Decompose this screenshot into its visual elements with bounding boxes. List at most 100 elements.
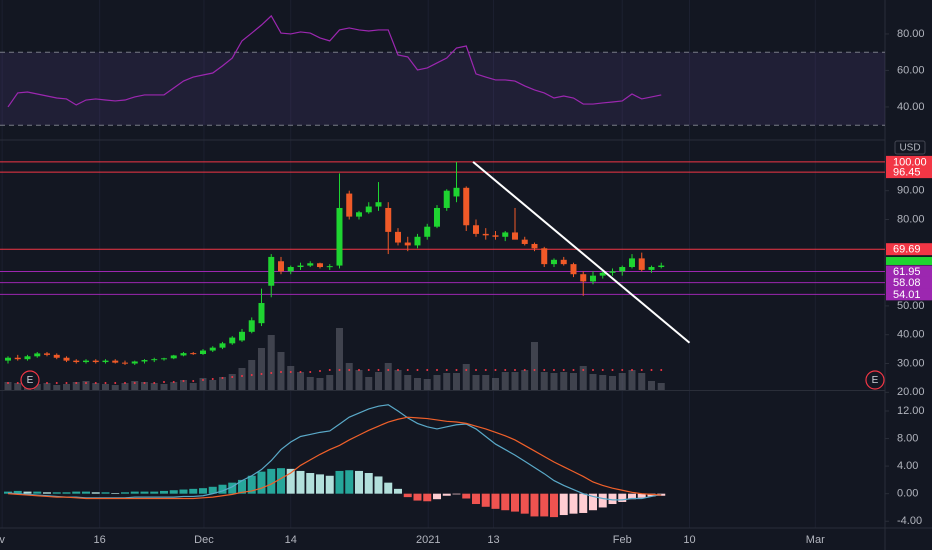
histogram-bar: [549, 493, 558, 518]
volume-bar: [599, 375, 607, 390]
volume-ma-dot: [543, 369, 546, 371]
histogram-bar: [471, 493, 480, 505]
histogram-bar: [530, 493, 539, 517]
candle-body: [180, 353, 187, 356]
volume-bar: [179, 380, 187, 390]
volume-bar: [560, 372, 568, 390]
volume-bar: [482, 375, 490, 390]
histogram-bar: [588, 493, 597, 511]
x-tick-label: v: [0, 534, 5, 546]
candle-body: [131, 361, 138, 364]
candle-body: [307, 263, 314, 266]
candle-body: [229, 337, 236, 344]
volume-ma-dot: [221, 377, 224, 379]
histogram-bar: [159, 490, 168, 494]
histogram-bar: [501, 493, 510, 511]
volume-bar: [82, 381, 90, 390]
histogram-bar: [442, 493, 451, 496]
volume-ma-dot: [591, 369, 594, 371]
candle-body: [414, 236, 421, 246]
volume-ma-dot: [601, 369, 604, 371]
volume-bar: [345, 363, 353, 390]
histogram-bar: [403, 493, 412, 498]
candle-body: [73, 360, 80, 363]
volume-ma-dot: [182, 380, 185, 382]
candle-body: [609, 271, 616, 273]
volume-ma-dot: [513, 369, 516, 371]
candle-body: [365, 206, 372, 213]
x-tick-label: 10: [683, 534, 695, 546]
price-level-box: [886, 265, 932, 278]
price-level-label: 54.01: [893, 289, 921, 301]
candle-body: [502, 232, 509, 237]
candle-body: [570, 264, 577, 275]
candle-body: [34, 353, 41, 357]
volume-ma-dot: [45, 382, 48, 384]
histogram-bar: [179, 489, 188, 494]
histogram-bar: [315, 474, 324, 494]
volume-ma-dot: [104, 382, 107, 384]
volume-bar: [72, 382, 80, 390]
histogram-bar: [306, 473, 315, 494]
volume-bar: [365, 377, 373, 390]
candle-body: [580, 274, 587, 282]
volume-bar: [326, 375, 334, 390]
candle-body: [336, 207, 343, 266]
volume-bar: [657, 383, 665, 390]
candle-body: [394, 231, 401, 243]
volume-ma-dot: [426, 369, 429, 371]
price-level-box: [886, 166, 932, 179]
volume-ma-dot: [396, 369, 399, 371]
histogram-bar: [627, 493, 636, 500]
histogram-bar: [579, 493, 588, 513]
histogram-bar: [618, 493, 627, 502]
histogram-bar: [520, 493, 529, 514]
volume-ma-dot: [582, 369, 585, 371]
volume-bar: [257, 348, 265, 390]
candle-body: [326, 266, 333, 268]
histogram-bar: [52, 492, 61, 494]
candle-body: [355, 212, 362, 217]
volume-ma-dot: [162, 381, 165, 383]
volume-bar: [101, 384, 109, 390]
volume-ma-dot: [153, 382, 156, 384]
candle-body: [531, 243, 538, 249]
volume-bar: [53, 385, 61, 390]
x-tick-label: Mar: [806, 534, 825, 546]
volume-bar: [170, 382, 178, 390]
histogram-bar: [218, 484, 227, 494]
histogram-bar: [189, 488, 198, 494]
candle-body: [638, 258, 645, 270]
volume-ma-dot: [299, 371, 302, 373]
volume-ma-dot: [250, 374, 253, 376]
volume-bar: [33, 384, 41, 390]
earnings-label: E: [27, 375, 34, 386]
currency-label: USD: [899, 143, 920, 154]
macd-line: [7, 404, 662, 501]
y-tick-label: 4.00: [897, 460, 918, 472]
price-level-label: 58.08: [893, 277, 921, 289]
volume-ma-dot: [289, 371, 292, 373]
volume-bar: [540, 372, 548, 390]
y-tick-label: 90.00: [897, 185, 925, 197]
x-tick-label: Dec: [194, 534, 214, 546]
volume-ma-dot: [270, 372, 273, 374]
candle-body: [550, 259, 557, 265]
earnings-marker: [865, 370, 885, 390]
candle-body: [248, 320, 255, 332]
candle-body: [102, 360, 109, 363]
volume-ma-dot: [143, 382, 146, 384]
y-tick-label: 40.00: [897, 101, 925, 113]
volume-bar: [628, 370, 636, 390]
volume-bar: [43, 383, 51, 390]
candle-body: [190, 353, 197, 355]
histogram-bar: [481, 493, 490, 507]
volume-ma-dot: [123, 382, 126, 384]
y-tick-label: 80.00: [897, 28, 925, 40]
volume-ma-dot: [338, 369, 341, 371]
candle-body: [53, 354, 60, 358]
candle-body: [43, 353, 50, 355]
signal-line: [7, 416, 662, 500]
